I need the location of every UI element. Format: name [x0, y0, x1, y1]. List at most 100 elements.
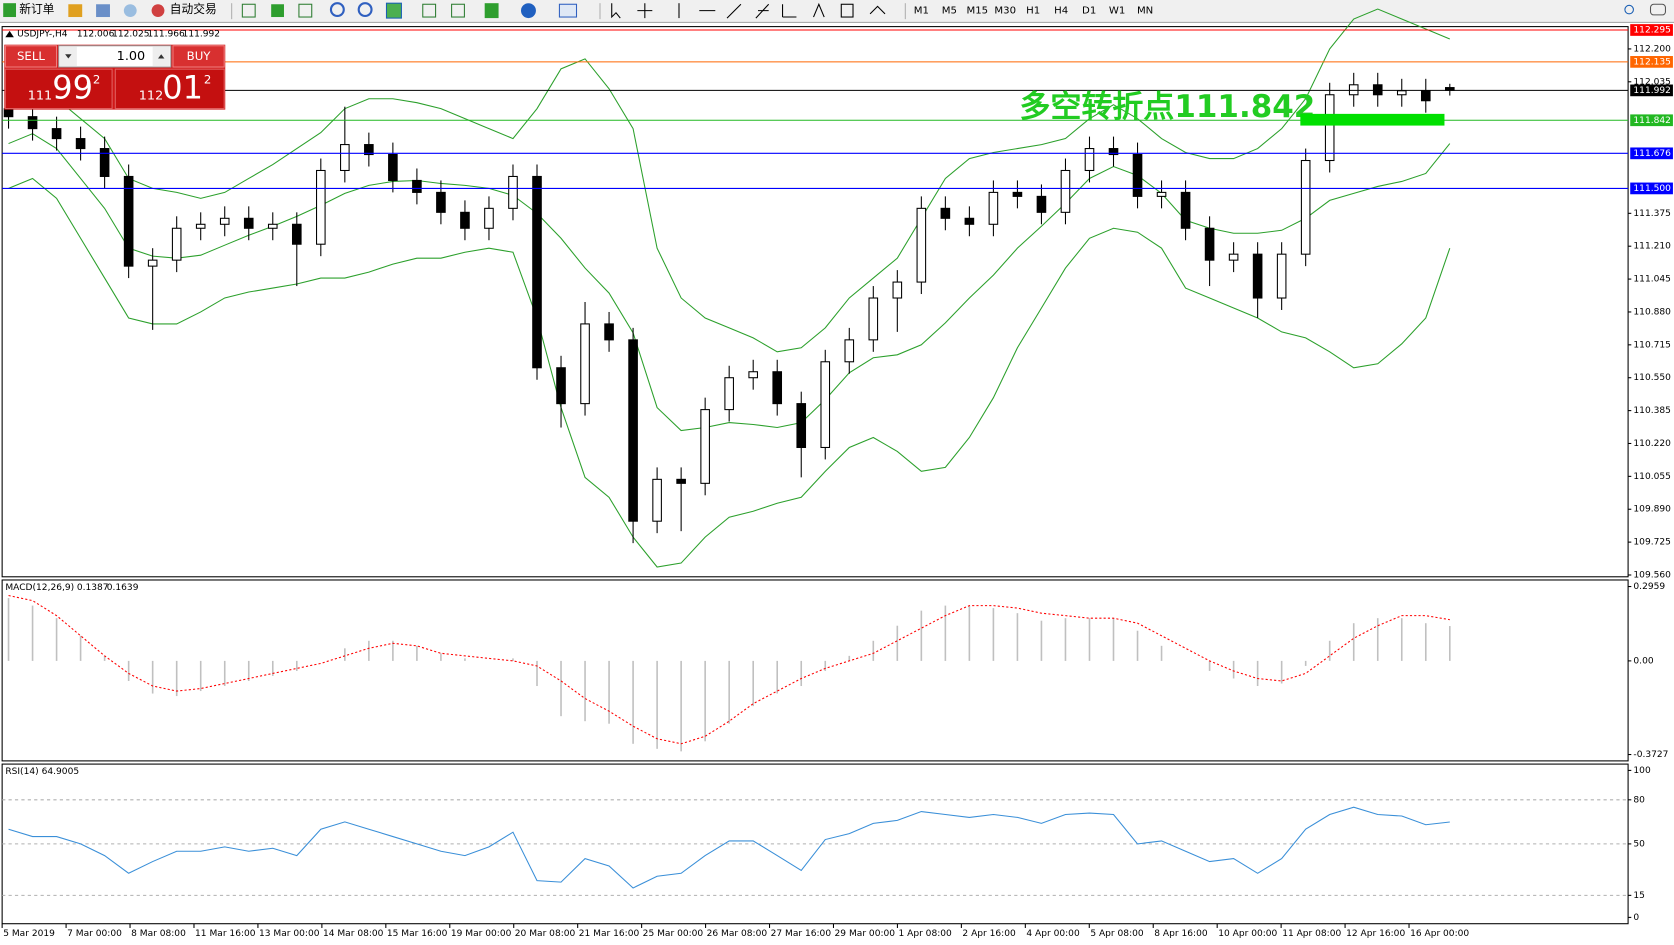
toolbar-left[interactable]: 新订单 自动交易 [3, 2, 1666, 20]
zoom-in-icon[interactable] [329, 2, 345, 18]
timeframe-button[interactable]: D1 [1082, 6, 1096, 17]
chat-icon[interactable] [1649, 3, 1666, 16]
trendline-icon[interactable] [726, 3, 742, 19]
tile-icon[interactable] [385, 2, 402, 19]
candle-body [868, 297, 879, 341]
arrow-icon[interactable] [869, 5, 886, 15]
crosshair-icon[interactable] [637, 3, 653, 19]
ask-small[interactable]: 2 [204, 72, 211, 86]
timeframe-button[interactable]: M30 [994, 6, 1016, 17]
timeframe-button[interactable]: M5 [942, 6, 957, 17]
bid-big[interactable]: 111 [28, 88, 52, 103]
template-icon[interactable] [558, 3, 578, 18]
icon[interactable] [123, 4, 137, 18]
bid-small[interactable]: 2 [93, 72, 100, 86]
search-icon[interactable] [1624, 4, 1634, 15]
ask-big[interactable]: 112 [139, 88, 163, 103]
lot-value[interactable]: 1.00 [117, 49, 146, 64]
header-arrow [5, 30, 14, 38]
price-level-tag [1630, 114, 1673, 127]
icon[interactable] [298, 3, 313, 18]
icon[interactable] [422, 3, 437, 18]
price-level-tag [1630, 147, 1673, 160]
y-tick-label: 109.725 [1633, 538, 1670, 548]
timeframe-button[interactable]: M1 [914, 6, 929, 17]
candle-body [219, 217, 230, 225]
y-tick-label: 0.00 [1633, 656, 1653, 666]
period-icon[interactable] [520, 3, 536, 19]
y-tick-label: 110.385 [1633, 406, 1670, 416]
sell-button[interactable] [4, 45, 58, 68]
label-icon[interactable] [840, 3, 854, 18]
icon[interactable] [271, 4, 284, 18]
price-level-label: 112.295 [1633, 25, 1670, 35]
icon[interactable] [68, 4, 83, 18]
candle-body [147, 259, 158, 267]
fibo-icon[interactable] [782, 4, 797, 18]
timeframe-button[interactable]: MN [1137, 6, 1153, 17]
timeframe-button[interactable]: W1 [1109, 6, 1125, 17]
chart-area: 112.200 112.035 111.375 111.210 111.045 110.8… [1, 8, 1673, 939]
ask-main[interactable]: 01 [162, 68, 203, 106]
annotation: 多空转折点111.842 [1020, 89, 1316, 125]
candle-body [243, 217, 254, 229]
macd-signal [8, 594, 1450, 745]
timeframe-button[interactable]: M15 [966, 6, 988, 17]
timeframe-button[interactable]: H4 [1054, 6, 1068, 17]
y-tick-label: 50 [1633, 839, 1645, 849]
x-tick-label: 26 Mar 08:00 [707, 929, 768, 939]
candle-body [99, 148, 110, 177]
price-level-tag [1630, 182, 1673, 195]
panel-frame [1, 579, 1629, 762]
buy-button[interactable] [172, 45, 225, 68]
new-order-button[interactable]: 新订单 [19, 2, 54, 16]
buy-label[interactable]: BUY [187, 49, 212, 63]
x-tick-label: 4 Apr 00:00 [1026, 929, 1080, 939]
candle-body [1180, 191, 1191, 229]
x-tick-label: 1 Apr 08:00 [898, 929, 952, 939]
candle-body [340, 144, 350, 172]
candle-body [1348, 84, 1359, 96]
candle-body [1372, 84, 1383, 96]
zoom-out-icon[interactable] [357, 2, 373, 18]
ask-box[interactable] [114, 68, 225, 110]
panel-frame [1, 26, 1629, 578]
auto-trading-button[interactable]: 自动交易 [170, 2, 217, 16]
bid-box[interactable] [4, 68, 113, 110]
icon[interactable] [241, 3, 256, 18]
y-tick-label: 110.055 [1633, 472, 1670, 482]
candle-body [412, 179, 422, 193]
channel-icon[interactable] [755, 3, 770, 19]
candle-body [940, 207, 951, 219]
bid-main[interactable]: 99 [52, 68, 93, 106]
lot-input[interactable] [58, 45, 172, 68]
x-tick-label: 29 Mar 00:00 [835, 929, 896, 939]
icon[interactable] [96, 4, 110, 18]
y-tick-label: 0.2959 [1633, 582, 1665, 592]
y-tick-label: 111.375 [1633, 209, 1670, 219]
candle-body [676, 478, 686, 484]
indicator-icon[interactable] [484, 3, 499, 19]
candle-body [436, 191, 446, 213]
header-low: 111.966 [147, 30, 185, 40]
x-tick-label: 25 Mar 00:00 [643, 929, 704, 939]
new-order-icon[interactable] [3, 3, 17, 18]
indicator-value: 64.9005 [42, 767, 79, 777]
x-tick-label: 5 Apr 08:00 [1090, 929, 1144, 939]
text-icon[interactable] [813, 2, 825, 18]
timeframe-button[interactable]: H1 [1026, 6, 1040, 17]
candle-body [700, 409, 710, 484]
candle-body [1204, 227, 1215, 261]
auto-trading-icon[interactable] [151, 4, 165, 18]
y-tick-label: 0 [1633, 913, 1639, 923]
cursor-icon[interactable] [611, 3, 621, 19]
y-tick-label: 110.550 [1633, 373, 1671, 383]
indicator-value: 0.1387 [77, 583, 109, 593]
candle-body [1228, 253, 1239, 261]
sell-label[interactable]: SELL [17, 49, 45, 63]
price-level-label: 112.135 [1633, 57, 1670, 67]
y-tick-label: 111.045 [1633, 275, 1670, 285]
icon[interactable] [451, 3, 465, 18]
candle-body [580, 323, 590, 405]
x-tick-label: 8 Mar 08:00 [131, 929, 186, 939]
